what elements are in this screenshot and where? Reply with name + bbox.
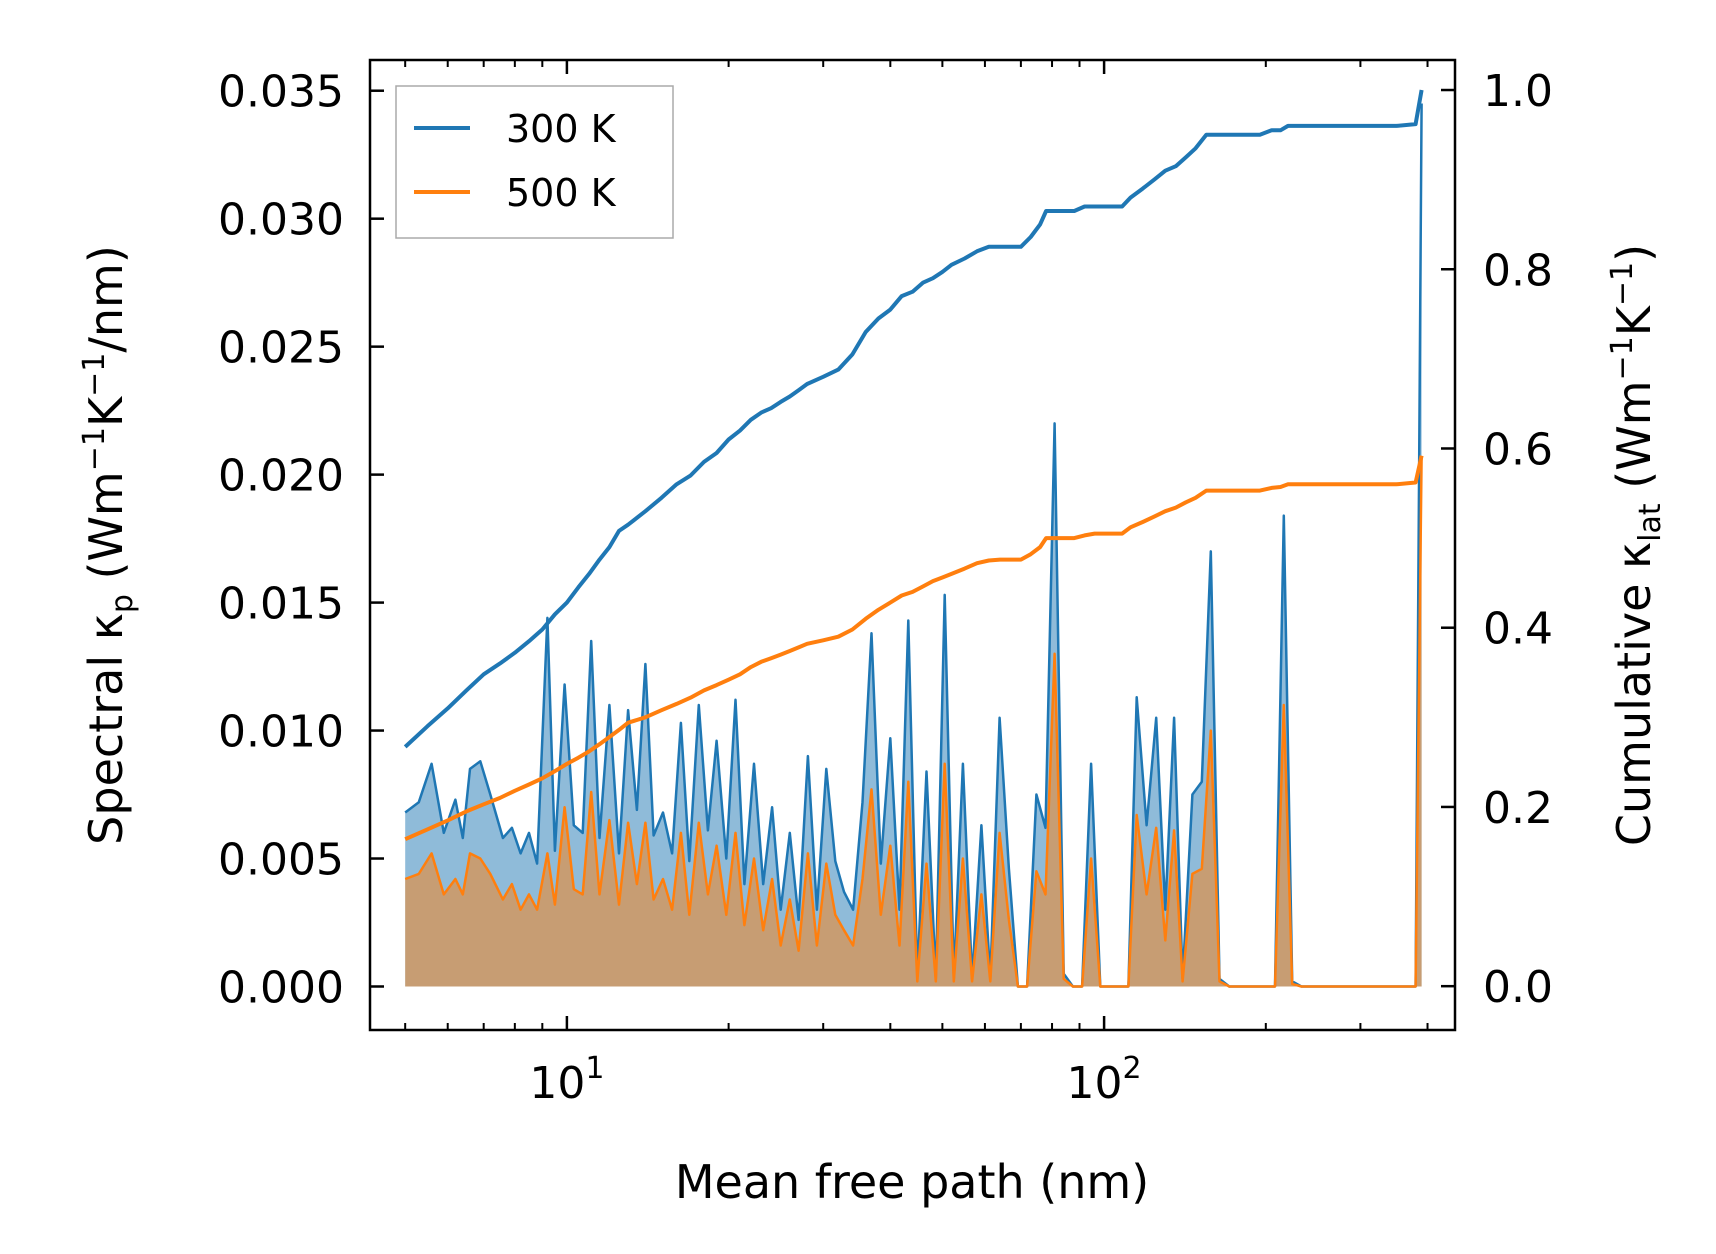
cumulative-line-500k <box>404 455 1424 842</box>
y-left-tick-label: 0.005 <box>218 835 344 886</box>
legend-label-300k: 300 K <box>506 107 617 151</box>
spectral-area-layer <box>404 103 1423 988</box>
y-left-tick-label: 0.030 <box>218 195 344 246</box>
y-right-tick-label: 0.0 <box>1483 962 1553 1013</box>
legend: 300 K 500 K <box>395 85 674 239</box>
y-right-tick-label: 0.8 <box>1483 245 1553 296</box>
cumulative-line-layer <box>403 89 1424 842</box>
y-left-tick-label: 0.010 <box>218 707 344 758</box>
y-right-tick-label: 0.2 <box>1483 783 1553 834</box>
x-tick-label: 101 <box>529 1051 604 1109</box>
spectral-line-500k <box>404 456 1423 988</box>
legend-box <box>395 85 674 239</box>
spectral-area-500k <box>405 456 1422 987</box>
y-right-axis-label: Cumulative κlat (Wm−1K−1) <box>1605 244 1668 846</box>
svg-text:Cumulative κlat (Wm−1K−1): Cumulative κlat (Wm−1K−1) <box>1605 244 1668 846</box>
y-left-axis-label: Spectral κp (Wm−1K−1/nm) <box>77 245 140 845</box>
y-left-tick-label: 0.020 <box>218 451 344 502</box>
legend-label-500k: 500 K <box>506 171 617 215</box>
y-left-tick-label: 0.015 <box>218 579 344 630</box>
y-right-tick-label: 0.4 <box>1483 604 1553 655</box>
x-tick-label: 102 <box>1067 1051 1142 1109</box>
y-right-tick-label: 0.6 <box>1483 424 1553 475</box>
spectral-line-300k <box>404 103 1423 988</box>
y-left-tick-label: 0.035 <box>218 67 344 118</box>
plot-frame <box>368 58 1457 1032</box>
y-left-tick-label: 0.000 <box>218 962 344 1013</box>
x-axis-label: Mean free path (nm) <box>675 1155 1149 1209</box>
svg-text:Spectral κp (Wm−1K−1/nm): Spectral κp (Wm−1K−1/nm) <box>77 245 140 845</box>
y-right-tick-label: 1.0 <box>1483 66 1553 117</box>
cumulative-line-300k <box>403 89 1424 749</box>
y-left-tick-label: 0.025 <box>218 323 344 374</box>
